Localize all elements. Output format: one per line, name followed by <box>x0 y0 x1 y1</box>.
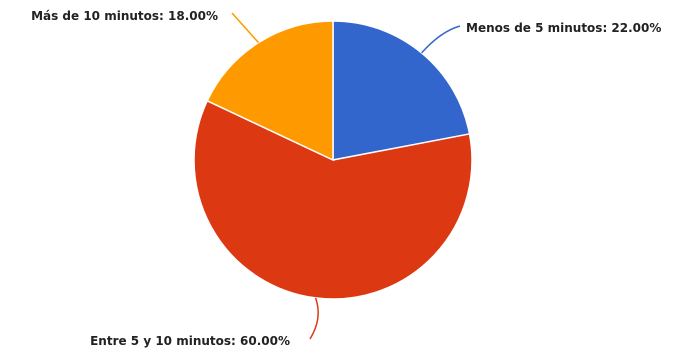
label-connectors <box>231 12 461 340</box>
connector-entre-5-y-10 <box>309 297 319 340</box>
connector-menos-de-5 <box>421 25 461 54</box>
data-label-mas-de-10: Más de 10 minutos: 18.00% <box>31 9 218 23</box>
data-label-menos-de-5: Menos de 5 minutos: 22.00% <box>466 21 661 35</box>
data-label-entre-5-y-10: Entre 5 y 10 minutos: 60.00% <box>90 334 290 348</box>
pie-slices <box>193 20 473 300</box>
pie-slice-mas-de-10 <box>206 20 334 162</box>
pie-slice-entre-5-y-10 <box>193 99 473 300</box>
data-labels: Menos de 5 minutos: 22.00% Entre 5 y 10 … <box>31 9 661 348</box>
connector-mas-de-10 <box>231 12 260 44</box>
